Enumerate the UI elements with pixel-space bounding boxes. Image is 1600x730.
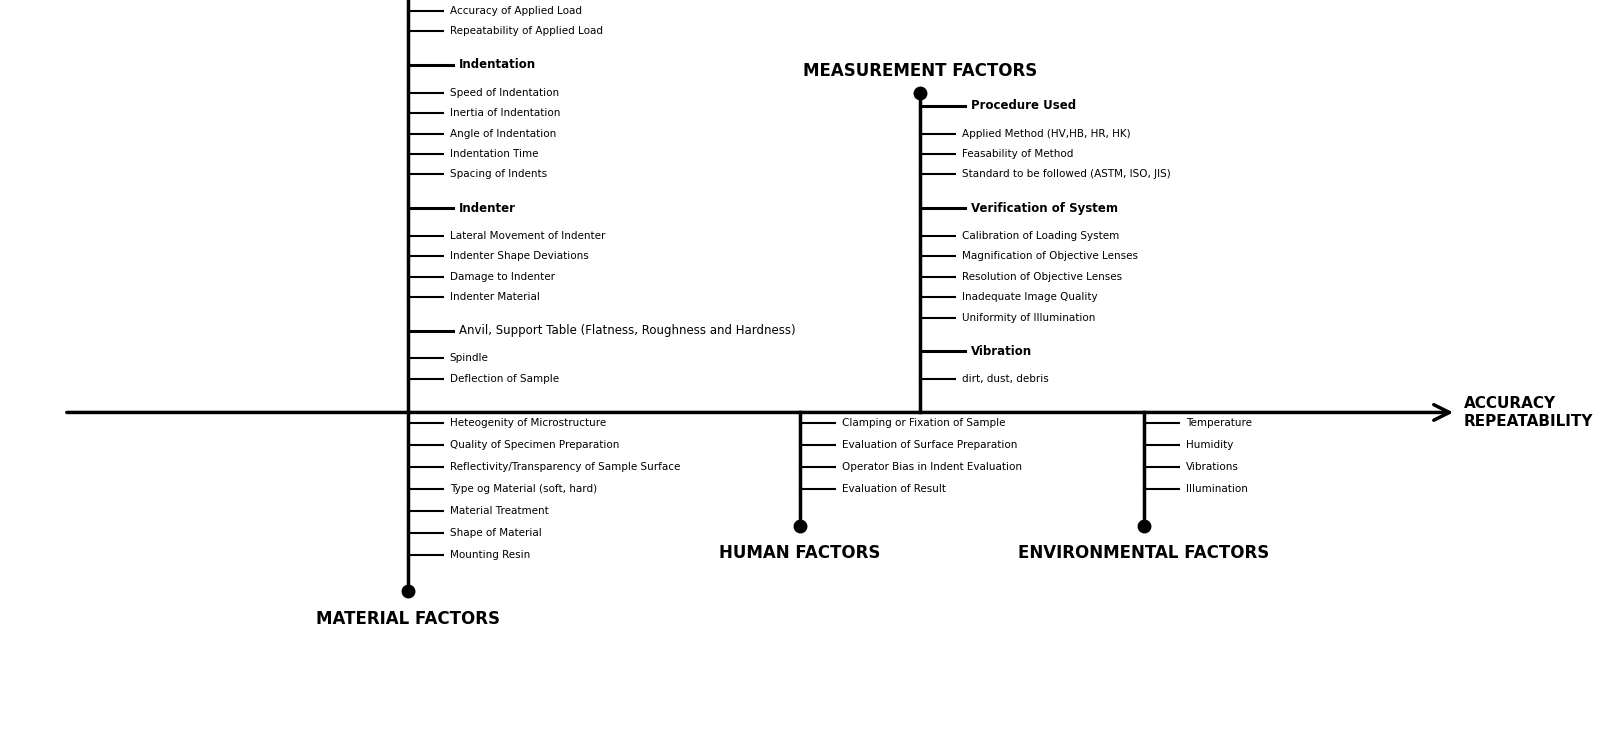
Text: Evaluation of Surface Preparation: Evaluation of Surface Preparation bbox=[842, 440, 1018, 450]
Text: Humidity: Humidity bbox=[1186, 440, 1234, 450]
Text: Quality of Specimen Preparation: Quality of Specimen Preparation bbox=[450, 440, 619, 450]
Text: Calibration of Loading System: Calibration of Loading System bbox=[962, 231, 1118, 241]
Text: MEASUREMENT FACTORS: MEASUREMENT FACTORS bbox=[803, 61, 1037, 80]
Text: Feasability of Method: Feasability of Method bbox=[962, 149, 1074, 159]
Text: Shape of Material: Shape of Material bbox=[450, 528, 541, 538]
Text: Evaluation of Result: Evaluation of Result bbox=[842, 484, 946, 494]
Text: Material Treatment: Material Treatment bbox=[450, 506, 549, 516]
Text: Anvil, Support Table (Flatness, Roughness and Hardness): Anvil, Support Table (Flatness, Roughnes… bbox=[459, 324, 795, 337]
Text: MATERIAL FACTORS: MATERIAL FACTORS bbox=[317, 610, 499, 628]
Text: Damage to Indenter: Damage to Indenter bbox=[450, 272, 555, 282]
Text: Indentation Time: Indentation Time bbox=[450, 149, 538, 159]
Text: Vibration: Vibration bbox=[971, 345, 1032, 358]
Text: Angle of Indentation: Angle of Indentation bbox=[450, 128, 555, 139]
Text: Uniformity of Illumination: Uniformity of Illumination bbox=[962, 312, 1094, 323]
Text: Speed of Indentation: Speed of Indentation bbox=[450, 88, 558, 98]
Text: Indenter Shape Deviations: Indenter Shape Deviations bbox=[450, 251, 589, 261]
Text: Lateral Movement of Indenter: Lateral Movement of Indenter bbox=[450, 231, 605, 241]
Text: Deflection of Sample: Deflection of Sample bbox=[450, 374, 558, 384]
Text: Indentation: Indentation bbox=[459, 58, 536, 72]
Text: Type og Material (soft, hard): Type og Material (soft, hard) bbox=[450, 484, 597, 494]
Text: ENVIRONMENTAL FACTORS: ENVIRONMENTAL FACTORS bbox=[1018, 544, 1270, 562]
Text: Vibrations: Vibrations bbox=[1186, 462, 1238, 472]
Text: Inadequate Image Quality: Inadequate Image Quality bbox=[962, 292, 1098, 302]
Text: Mounting Resin: Mounting Resin bbox=[450, 550, 530, 560]
Text: Inertia of Indentation: Inertia of Indentation bbox=[450, 108, 560, 118]
Text: Operator Bias in Indent Evaluation: Operator Bias in Indent Evaluation bbox=[842, 462, 1022, 472]
Text: Illumination: Illumination bbox=[1186, 484, 1248, 494]
Text: Spindle: Spindle bbox=[450, 353, 488, 364]
Text: Temperature: Temperature bbox=[1186, 418, 1251, 429]
Text: dirt, dust, debris: dirt, dust, debris bbox=[962, 374, 1048, 384]
Text: Applied Method (HV,HB, HR, HK): Applied Method (HV,HB, HR, HK) bbox=[962, 128, 1130, 139]
Text: Standard to be followed (ASTM, ISO, JIS): Standard to be followed (ASTM, ISO, JIS) bbox=[962, 169, 1170, 180]
Text: Heteogenity of Microstructure: Heteogenity of Microstructure bbox=[450, 418, 606, 429]
Text: Accuracy of Applied Load: Accuracy of Applied Load bbox=[450, 6, 582, 16]
Text: Clamping or Fixation of Sample: Clamping or Fixation of Sample bbox=[842, 418, 1005, 429]
Text: Repeatability of Applied Load: Repeatability of Applied Load bbox=[450, 26, 603, 36]
Text: Verification of System: Verification of System bbox=[971, 201, 1118, 215]
Text: Indenter Material: Indenter Material bbox=[450, 292, 539, 302]
Text: Procedure Used: Procedure Used bbox=[971, 99, 1077, 112]
Text: Reflectivity/Transparency of Sample Surface: Reflectivity/Transparency of Sample Surf… bbox=[450, 462, 680, 472]
Text: Resolution of Objective Lenses: Resolution of Objective Lenses bbox=[962, 272, 1122, 282]
Text: Indenter: Indenter bbox=[459, 201, 517, 215]
Text: HUMAN FACTORS: HUMAN FACTORS bbox=[720, 544, 880, 562]
Text: Magnification of Objective Lenses: Magnification of Objective Lenses bbox=[962, 251, 1138, 261]
Text: Spacing of Indents: Spacing of Indents bbox=[450, 169, 547, 180]
Text: ACCURACY
REPEATABILITY: ACCURACY REPEATABILITY bbox=[1464, 396, 1594, 429]
